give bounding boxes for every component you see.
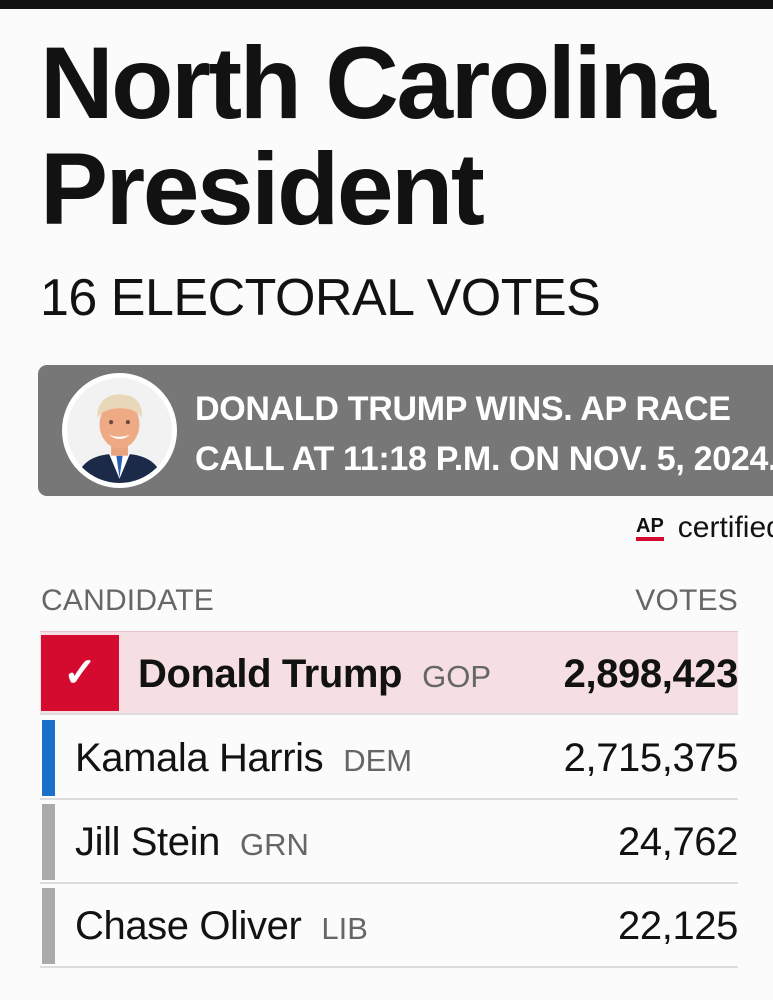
- candidate-row: Kamala Harris DEM 2,715,375: [40, 716, 738, 800]
- candidate-party: GOP: [422, 659, 491, 694]
- candidate-name: Chase Oliver LIB: [75, 904, 368, 951]
- candidate-avatar: [62, 373, 177, 488]
- column-header-votes: VOTES: [635, 584, 738, 617]
- party-color-bar: [42, 804, 55, 880]
- candidate-row: Chase Oliver LIB 22,125: [40, 884, 738, 968]
- certification-text: certified: [677, 511, 773, 544]
- page-title: North Carolina President: [40, 30, 773, 242]
- certification-status: AP certified: [636, 508, 773, 548]
- candidate-name: Donald Trump GOP: [138, 652, 491, 699]
- candidate-row: Jill Stein GRN 24,762: [40, 800, 738, 884]
- candidate-row-winner: ✓ Donald Trump GOP 2,898,423: [40, 631, 738, 715]
- candidate-name-text: Kamala Harris: [75, 736, 324, 780]
- electoral-votes-subtitle: 16 ELECTORAL VOTES: [40, 269, 601, 327]
- winner-check-icon: ✓: [41, 635, 119, 711]
- candidate-name-text: Chase Oliver: [75, 904, 302, 948]
- candidate-votes: 2,898,423: [563, 652, 739, 696]
- candidate-name: Jill Stein GRN: [75, 820, 309, 867]
- candidate-name: Kamala Harris DEM: [75, 736, 412, 783]
- candidate-name-text: Jill Stein: [75, 820, 220, 864]
- candidate-votes: 2,715,375: [563, 736, 739, 780]
- person-portrait-icon: [67, 378, 172, 483]
- candidate-votes: 22,125: [618, 904, 738, 948]
- ap-logo: AP: [636, 516, 664, 541]
- party-color-bar: [42, 888, 55, 964]
- candidate-party: GRN: [239, 827, 309, 862]
- title-line-2: President: [40, 132, 485, 242]
- race-call-text: DONALD TRUMP WINS. AP RACE CALL AT 11:18…: [195, 384, 773, 484]
- candidate-party: DEM: [343, 743, 413, 778]
- candidate-party: LIB: [321, 911, 368, 946]
- race-call-line-1: DONALD TRUMP WINS. AP RACE: [195, 390, 731, 428]
- race-call-line-2: CALL AT 11:18 P.M. ON NOV. 5, 2024.: [195, 440, 773, 478]
- top-rule: [0, 0, 773, 9]
- race-call-banner: DONALD TRUMP WINS. AP RACE CALL AT 11:18…: [38, 365, 773, 496]
- candidate-votes: 24,762: [618, 820, 738, 864]
- column-header-candidate: CANDIDATE: [41, 584, 214, 617]
- party-color-bar: [42, 720, 55, 796]
- title-line-1: North Carolina: [40, 30, 716, 140]
- candidate-name-text: Donald Trump: [138, 652, 403, 696]
